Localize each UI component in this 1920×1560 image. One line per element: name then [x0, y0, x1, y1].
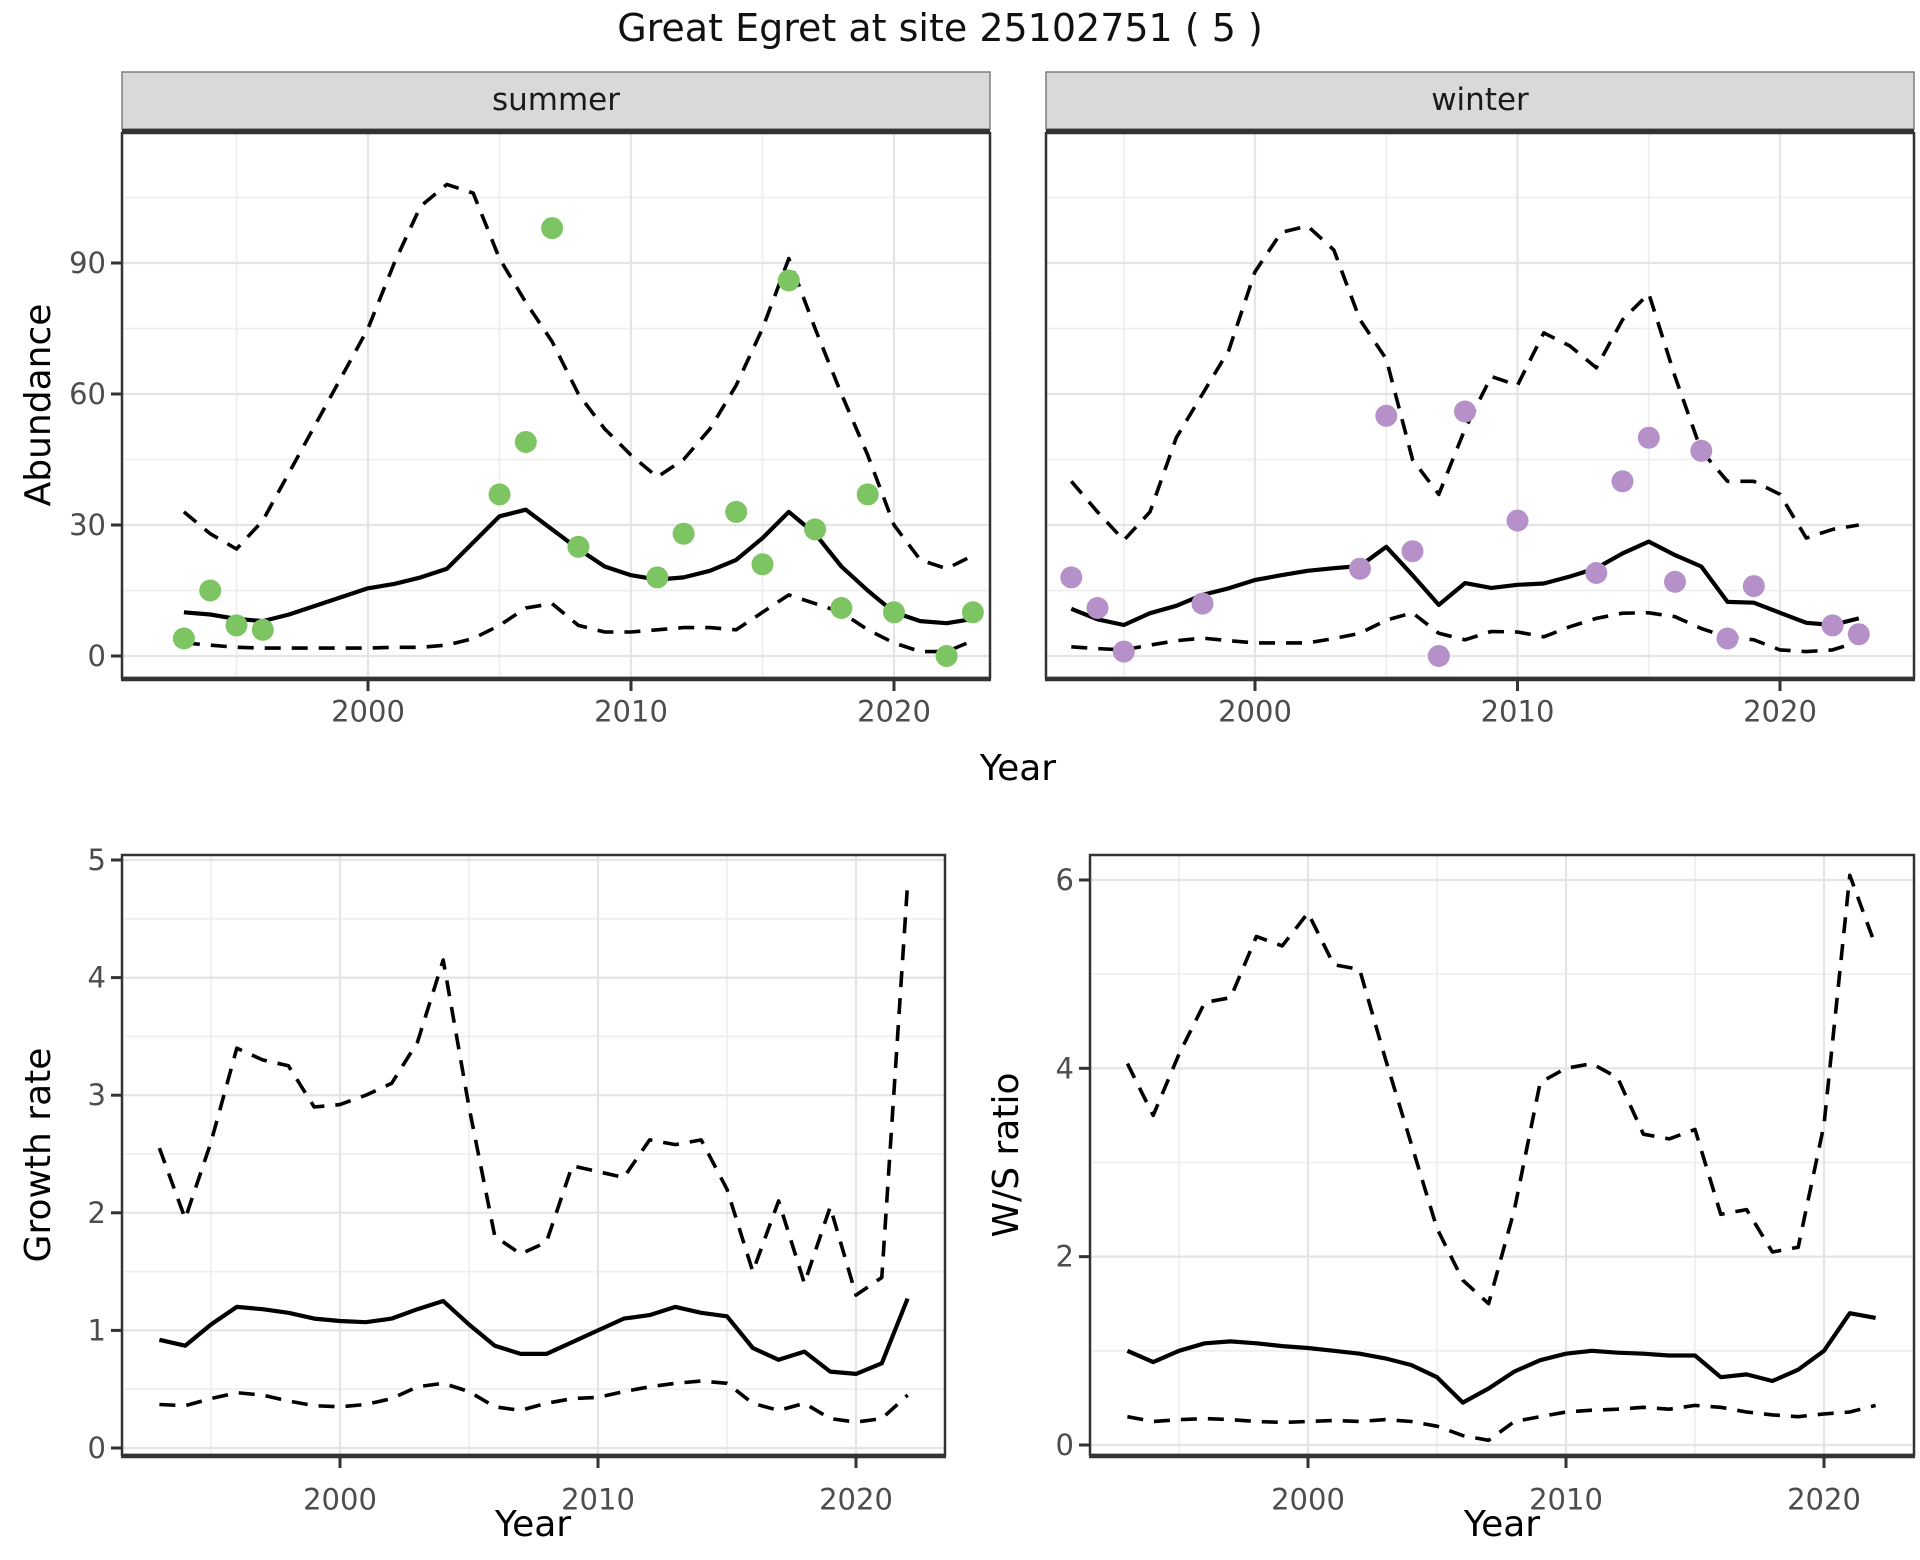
abundance_summer-observation-point — [672, 522, 695, 545]
x-tick-label: 2000 — [1218, 695, 1292, 729]
panel-abundance_summer: 2000 2010 2020 0 30 60 90 — [69, 71, 992, 729]
abundance_winter-observation-point — [1690, 439, 1713, 462]
abundance_summer-observation-point — [725, 500, 748, 523]
y-tick-label: 5 — [88, 843, 106, 877]
abundance_summer-observation-point — [567, 535, 590, 558]
abundance_winter-median_fit-line — [1070, 539, 1860, 628]
abundance_summer-observation-point — [961, 601, 984, 624]
abundance_summer-observation-point — [777, 269, 800, 292]
y-tick-label: 2 — [1056, 1240, 1074, 1274]
x-tick-label: 2000 — [331, 695, 405, 729]
x-tick-label: 2020 — [1787, 1483, 1861, 1517]
abundance_winter-observation-point — [1716, 627, 1739, 650]
abundance_winter-observation-point — [1821, 614, 1844, 637]
abundance_winter-observation-point — [1637, 426, 1660, 449]
abundance_summer-observation-point — [172, 627, 195, 650]
abundance_winter-observation-point — [1742, 575, 1765, 598]
abundance_summer-observation-point — [883, 601, 905, 624]
y-tick-label: 60 — [69, 377, 106, 411]
y-tick-label: 2 — [88, 1196, 106, 1230]
y-tick-label: 6 — [1056, 863, 1074, 897]
abundance_winter-observation-point — [1506, 509, 1529, 532]
abundance_summer-lower_ci-line — [183, 593, 974, 654]
abundance_winter-observation-point — [1427, 645, 1450, 667]
abundance_winter-lower_ci-line — [1071, 611, 1860, 654]
x-tick-label: 2020 — [857, 695, 931, 729]
x-tick-label: 2000 — [303, 1483, 377, 1517]
y-tick-label: 0 — [1056, 1428, 1074, 1462]
gridlines — [1046, 133, 1914, 678]
x-axis-title-year-bottom-left: Year — [494, 1504, 572, 1545]
y-tick-label: 90 — [69, 246, 106, 280]
y-tick-label: 0 — [88, 639, 106, 673]
abundance_winter-observation-point — [1847, 623, 1870, 646]
growth_rate-upper_ci-line — [157, 883, 910, 1297]
facet-strip — [1045, 71, 1915, 130]
x-tick-label: 2010 — [1481, 695, 1555, 729]
growth_rate-median_fit-line — [158, 1297, 910, 1376]
abundance_summer-upper_ci-line — [182, 182, 974, 571]
panel-abundance_winter: 2000 2010 2020 — [1044, 71, 1916, 729]
abundance_summer-observation-point — [830, 597, 853, 619]
abundance_summer-observation-point — [225, 614, 248, 637]
y-tick-label: 4 — [88, 961, 106, 995]
x-axis-title-year-bottom-right: Year — [1463, 1504, 1541, 1545]
ws_ratio-upper_ci-line — [1125, 873, 1878, 1306]
x-tick-label: 2010 — [1529, 1483, 1603, 1517]
abundance_winter-observation-point — [1112, 640, 1135, 663]
abundance_winter-observation-point — [1349, 557, 1371, 580]
facet-strip-winter-label: winter — [1431, 82, 1529, 118]
abundance_summer-observation-point — [856, 483, 879, 506]
panel-growth_rate: 2000 2010 2020 0 1 2 3 4 5 — [88, 843, 947, 1517]
y-axis-title-abundance: Abundance — [18, 303, 59, 507]
x-axis-title-year-top: Year — [979, 748, 1057, 789]
y-tick-label: 30 — [69, 508, 106, 542]
x-tick-label: 2000 — [1271, 1483, 1345, 1517]
abundance_summer-observation-point — [488, 483, 511, 506]
panel-border — [120, 131, 992, 680]
abundance_summer-observation-point — [251, 618, 274, 641]
abundance_winter-observation-point — [1401, 540, 1424, 563]
abundance_summer-observation-point — [541, 217, 564, 240]
abundance_winter-observation-point — [1664, 570, 1686, 593]
ws_ratio-median_fit-line — [1126, 1311, 1876, 1405]
abundance_winter-observation-point — [1375, 404, 1398, 427]
abundance_winter-observation-point — [1611, 470, 1634, 493]
abundance_summer-observation-point — [751, 553, 774, 576]
page-title: Great Egret at site 25102751 ( 5 ) — [617, 6, 1263, 50]
abundance_winter-upper_ci-line — [1069, 224, 1860, 543]
abundance_winter-observation-point — [1191, 592, 1214, 615]
abundance_summer-observation-point — [804, 518, 827, 541]
y-axis-title-growth-rate: Growth rate — [18, 1047, 59, 1263]
abundance_summer-median_fit-line — [183, 507, 974, 626]
abundance_winter-observation-point — [1454, 400, 1476, 423]
panel-border — [1044, 131, 1916, 680]
y-tick-label: 4 — [1056, 1051, 1074, 1085]
gridlines — [122, 133, 990, 678]
abundance_winter-observation-point — [1060, 566, 1083, 589]
x-tick-label: 2010 — [594, 695, 668, 729]
facet-strip-summer-label: summer — [491, 82, 620, 118]
facet-strip — [121, 71, 991, 130]
gridlines — [1090, 855, 1914, 1455]
y-tick-label: 0 — [88, 1431, 106, 1465]
abundance_summer-observation-point — [935, 645, 958, 667]
panel-border — [1088, 853, 1916, 1457]
y-tick-label: 3 — [88, 1078, 106, 1112]
panel-ws_ratio: 2000 2010 2020 0 2 4 6 — [1056, 853, 1916, 1517]
y-tick-label: 1 — [88, 1313, 106, 1347]
ws_ratio-lower_ci-line — [1127, 1403, 1877, 1443]
x-tick-label: 2020 — [1743, 695, 1817, 729]
abundance_summer-observation-point — [646, 566, 669, 589]
abundance_winter-observation-point — [1086, 597, 1109, 619]
x-tick-label: 2010 — [561, 1483, 635, 1517]
x-tick-label: 2020 — [819, 1483, 893, 1517]
abundance_summer-observation-point — [514, 431, 537, 453]
y-axis-title-ws-ratio: W/S ratio — [986, 1072, 1027, 1238]
growth_rate-lower_ci-line — [159, 1379, 909, 1424]
abundance_winter-observation-point — [1585, 562, 1608, 584]
abundance_summer-observation-point — [199, 579, 222, 602]
